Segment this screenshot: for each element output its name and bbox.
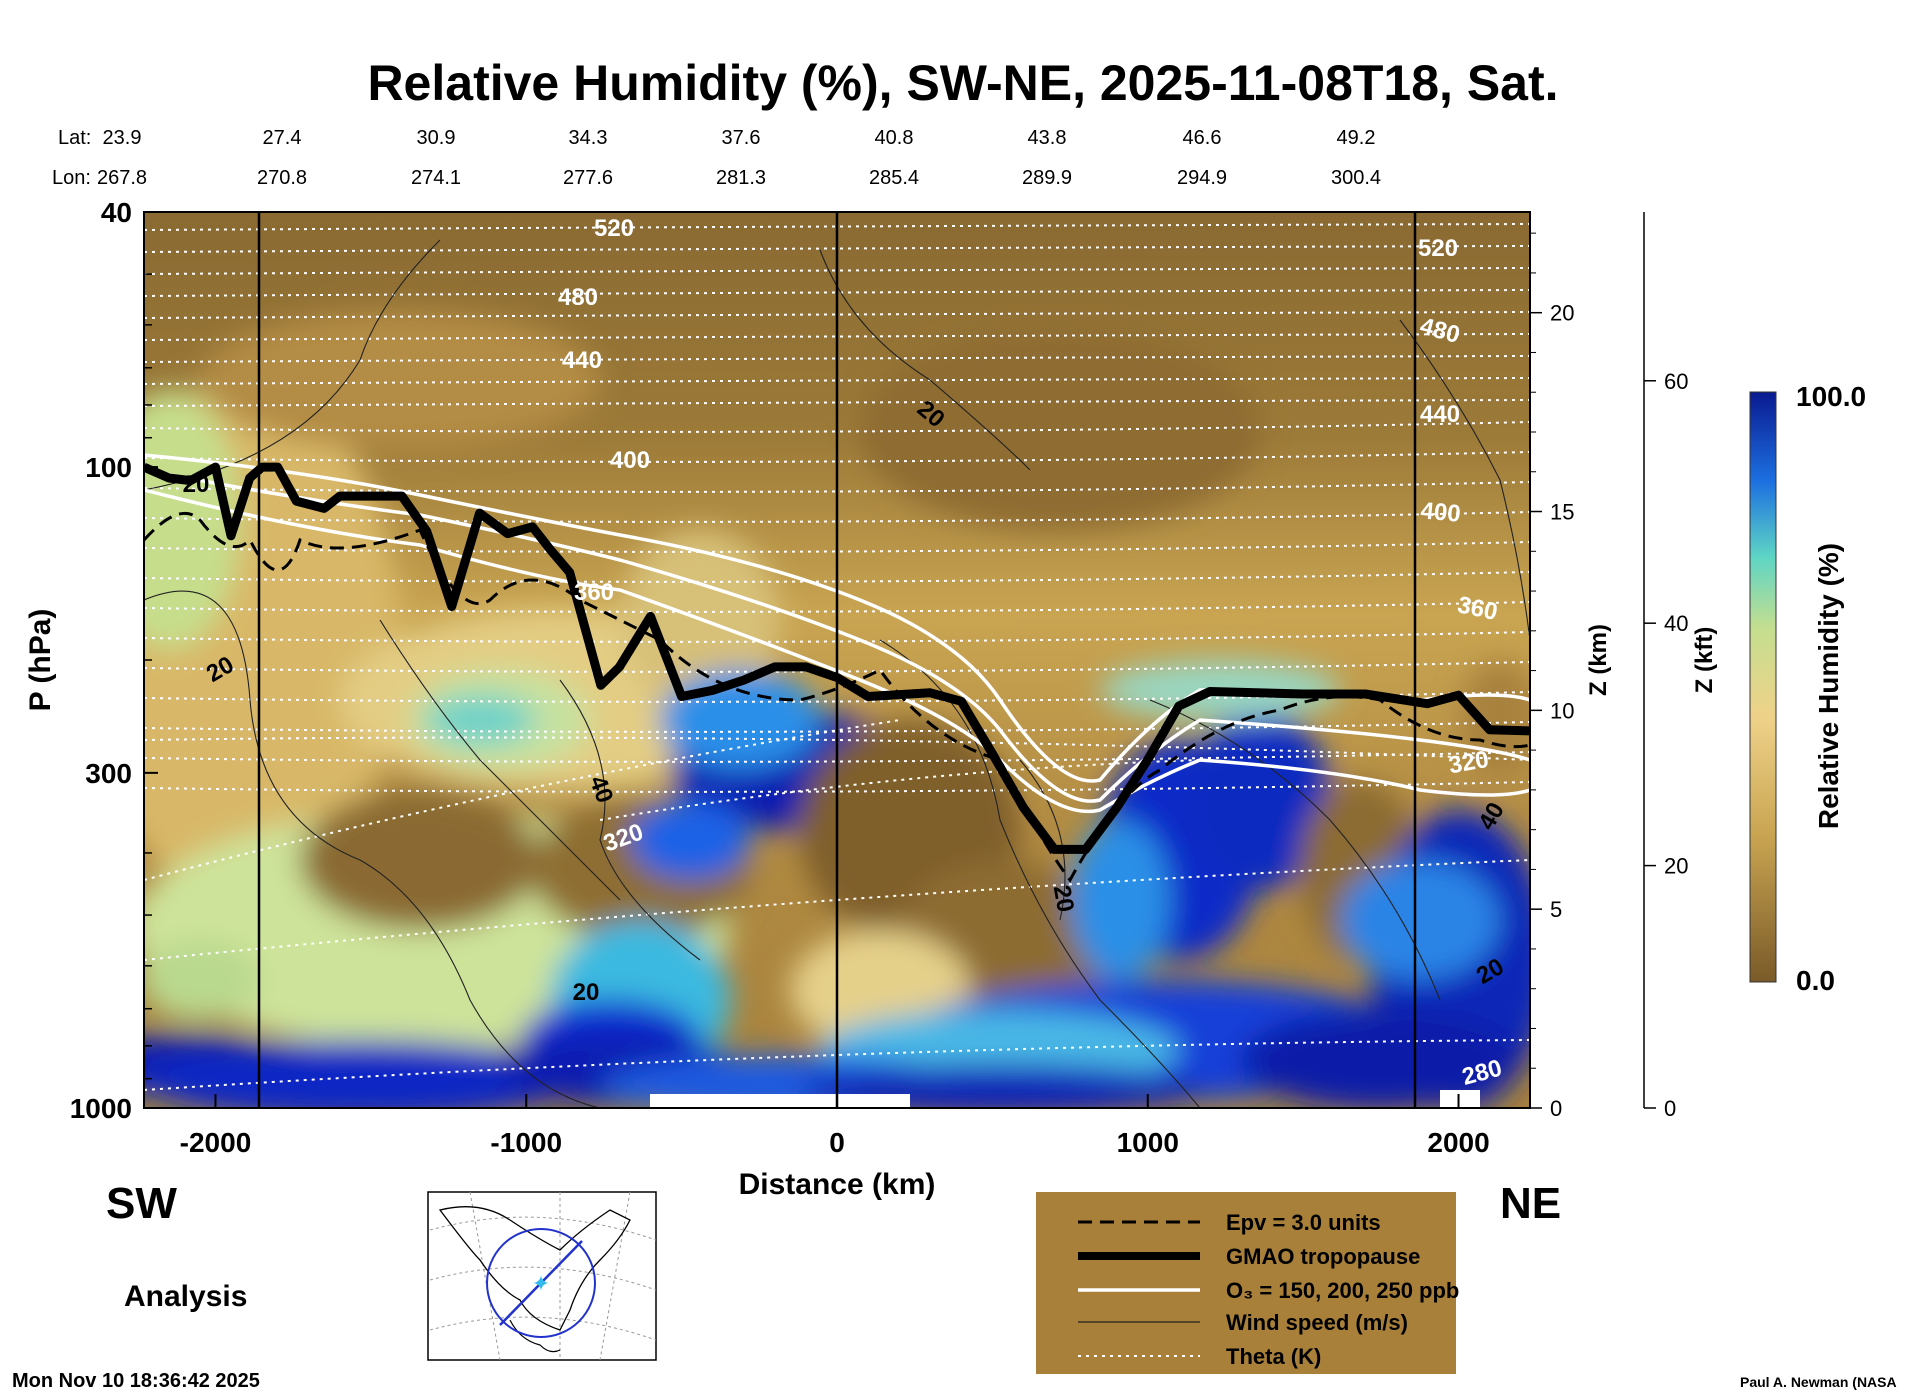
- x-tick-label: -1000: [490, 1127, 562, 1158]
- legend-wind: Wind speed (m/s): [1226, 1310, 1408, 1335]
- km-tick-label: 0: [1550, 1096, 1562, 1121]
- lon-value: 294.9: [1177, 167, 1227, 189]
- km-axis: 0 5 10 15 20: [1530, 232, 1574, 1121]
- inset-map: ✦: [427, 1191, 657, 1361]
- km-tick-label: 5: [1550, 897, 1562, 922]
- wind-speed-contours: [144, 239, 1530, 1108]
- y-tick-label: 300: [85, 758, 132, 789]
- lon-value: 270.8: [257, 167, 307, 189]
- gmao-tropopause-line: [144, 462, 1530, 854]
- y-tick-label: 40: [101, 197, 132, 228]
- lon-label: Lon:: [52, 167, 91, 189]
- x-axis: -2000 -1000 0 1000 2000: [180, 1094, 1490, 1158]
- km-tick-label: 15: [1550, 500, 1574, 525]
- lat-value: 46.6: [1183, 127, 1222, 149]
- lat-value: 43.8: [1028, 127, 1067, 149]
- theta-label: 440: [1420, 401, 1460, 428]
- y-tick-label: 100: [85, 452, 132, 483]
- wind-label: 20: [573, 979, 600, 1006]
- z-kft-label: Z (kft): [1691, 627, 1718, 694]
- chart-title: Relative Humidity (%), SW-NE, 2025-11-08…: [367, 55, 1558, 111]
- svg-text:✦: ✦: [532, 1272, 550, 1297]
- legend-ozone: O₃ = 150, 200, 250 ppb: [1226, 1278, 1459, 1303]
- x-axis-label: Distance (km): [739, 1168, 936, 1201]
- kft-tick-label: 40: [1664, 611, 1688, 636]
- analysis-label: Analysis: [124, 1280, 247, 1313]
- wind-label: 20: [1048, 883, 1079, 914]
- lon-value: 289.9: [1022, 167, 1072, 189]
- lat-label: Lat:: [58, 127, 91, 149]
- x-tick-label: 0: [829, 1127, 845, 1158]
- legend-epv: Epv = 3.0 units: [1226, 1210, 1381, 1235]
- x-tick-label: 2000: [1427, 1127, 1489, 1158]
- lat-value: 30.9: [417, 127, 456, 149]
- legend-tropopause: GMAO tropopause: [1226, 1244, 1420, 1269]
- y-axis: 40 100 300 1000: [70, 197, 158, 1124]
- lat-value: 37.6: [722, 127, 761, 149]
- y-axis-label: P (hPa): [24, 609, 57, 712]
- wind-label: 20: [183, 471, 210, 498]
- colorbar-min: 0.0: [1796, 965, 1835, 996]
- lat-row: 23.9 27.4 30.9 34.3 37.6 40.8 43.8 46.6 49.2: [103, 127, 1376, 149]
- x-tick-label: -2000: [180, 1127, 252, 1158]
- legend-theta: Theta (K): [1226, 1344, 1321, 1369]
- lat-value: 49.2: [1337, 127, 1376, 149]
- theta-label: 360: [574, 579, 614, 606]
- theta-label: 400: [1420, 497, 1462, 527]
- kft-tick-label: 0: [1664, 1096, 1676, 1121]
- timestamp: Mon Nov 10 18:36:42 2025: [12, 1370, 260, 1392]
- legend: Epv = 3.0 units GMAO tropopause O₃ = 150…: [1036, 1192, 1459, 1374]
- lon-value: 300.4: [1331, 167, 1381, 189]
- lat-value: 34.3: [569, 127, 608, 149]
- colorbar-max: 100.0: [1796, 381, 1866, 412]
- x-tick-label: 1000: [1117, 1127, 1179, 1158]
- theta-label: 520: [1418, 235, 1458, 262]
- credit: Paul A. Newman (NASA: [1740, 1374, 1897, 1390]
- km-tick-label: 20: [1550, 301, 1574, 326]
- y-tick-label: 1000: [70, 1093, 132, 1124]
- lon-value: 267.8: [97, 167, 147, 189]
- z-km-label: Z (km): [1585, 624, 1612, 696]
- epv-line: [144, 511, 1530, 883]
- theta-label: 400: [610, 447, 650, 474]
- kft-tick-label: 60: [1664, 369, 1688, 394]
- theta-label: 480: [558, 284, 598, 311]
- lat-value: 40.8: [875, 127, 914, 149]
- lat-value: 27.4: [263, 127, 302, 149]
- ne-label: NE: [1500, 1179, 1561, 1228]
- theta-label: 440: [562, 347, 602, 374]
- lon-value: 277.6: [563, 167, 613, 189]
- surface-patch: [1440, 1090, 1480, 1108]
- colorbar-label: Relative Humidity (%): [1813, 543, 1844, 829]
- surface-patch: [650, 1094, 910, 1108]
- kft-tick-label: 20: [1664, 854, 1688, 879]
- lon-value: 281.3: [716, 167, 766, 189]
- lon-value: 274.1: [411, 167, 461, 189]
- lon-row: 267.8 270.8 274.1 277.6 281.3 285.4 289.9 294.9…: [97, 167, 1381, 189]
- colorbar: [1749, 391, 1777, 983]
- kft-axis: 0 20 40 60: [1644, 369, 1688, 1121]
- theta-label: 520: [594, 215, 634, 242]
- sw-label: SW: [106, 1179, 177, 1228]
- humidity-field: [144, 212, 1530, 1108]
- lat-value: 23.9: [103, 127, 142, 149]
- km-tick-label: 10: [1550, 698, 1574, 723]
- lon-value: 285.4: [869, 167, 919, 189]
